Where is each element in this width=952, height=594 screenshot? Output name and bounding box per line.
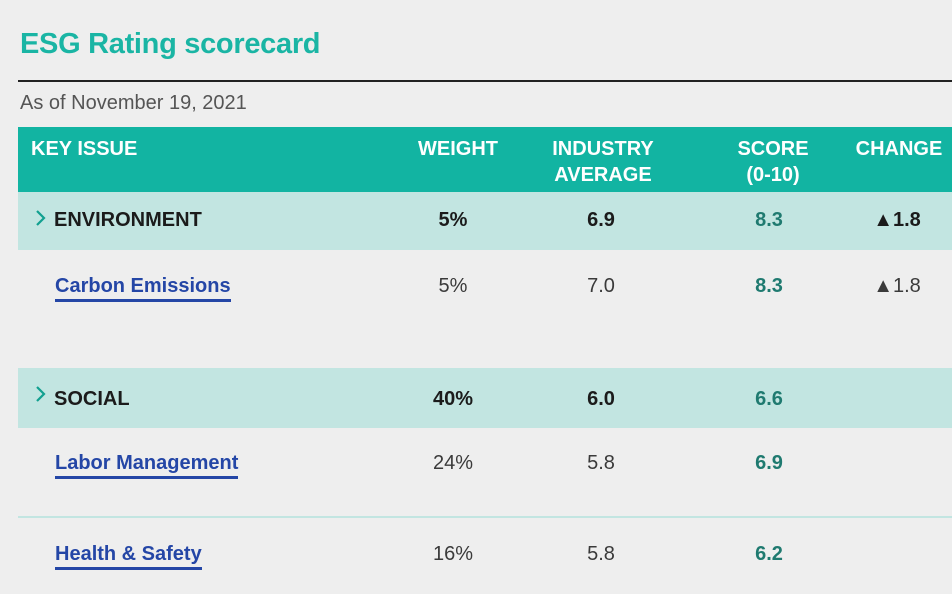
industry-average-value: 6.0 [587,388,615,410]
industry-average-value: 6.9 [587,209,615,231]
issue-row-health-safety: Health & Safety 16% 5.8 6.2 [18,518,952,594]
chevron-right-icon[interactable] [32,206,50,230]
table-header: KEY ISSUE WEIGHT INDUSTRY AVERAGE SCORE … [18,127,952,192]
header-industry-average: INDUSTRY AVERAGE [552,138,654,186]
issue-link-health-safety[interactable]: Health & Safety [55,542,202,570]
issue-row-labor-management: Labor Management 24% 5.8 6.9 [18,428,952,516]
score-value: 6.9 [755,452,783,474]
industry-average-value: 5.8 [587,543,615,565]
weight-value: 40% [432,388,474,410]
score-value: 8.3 [755,275,783,297]
category-row-environment[interactable]: ENVIRONMENT 5% 6.9 8.3 ▲1.8 [18,192,952,250]
score-value: 8.3 [755,209,783,231]
industry-average-value: 7.0 [587,275,615,297]
score-value: 6.6 [755,388,783,410]
category-name: ENVIRONMENT [54,209,202,231]
issue-row-carbon-emissions: Carbon Emissions 5% 7.0 8.3 ▲1.8 [18,250,952,368]
page-title: ESG Rating scorecard [20,28,321,60]
category-name: SOCIAL [54,388,130,410]
category-row-social[interactable]: SOCIAL 40% 6.0 6.6 [18,368,952,428]
weight-value: 24% [432,452,474,474]
weight-value: 5% [438,209,468,231]
issue-link-carbon-emissions[interactable]: Carbon Emissions [55,274,231,302]
as-of-date: As of November 19, 2021 [20,92,247,114]
weight-value: 16% [432,543,474,565]
change-value: ▲1.8 [873,275,921,297]
industry-average-value: 5.8 [587,452,615,474]
weight-value: 5% [438,275,468,297]
header-key-issue: KEY ISSUE [31,138,138,160]
issue-link-labor-management[interactable]: Labor Management [55,451,239,479]
chevron-right-icon[interactable] [32,382,50,406]
title-divider [18,80,952,82]
header-weight: WEIGHT [418,138,498,160]
header-change: CHANGE [855,138,943,160]
header-score: SCORE (0-10) [737,138,809,186]
change-value: ▲1.8 [873,209,921,231]
row-divider [18,516,952,518]
score-value: 6.2 [755,543,783,565]
